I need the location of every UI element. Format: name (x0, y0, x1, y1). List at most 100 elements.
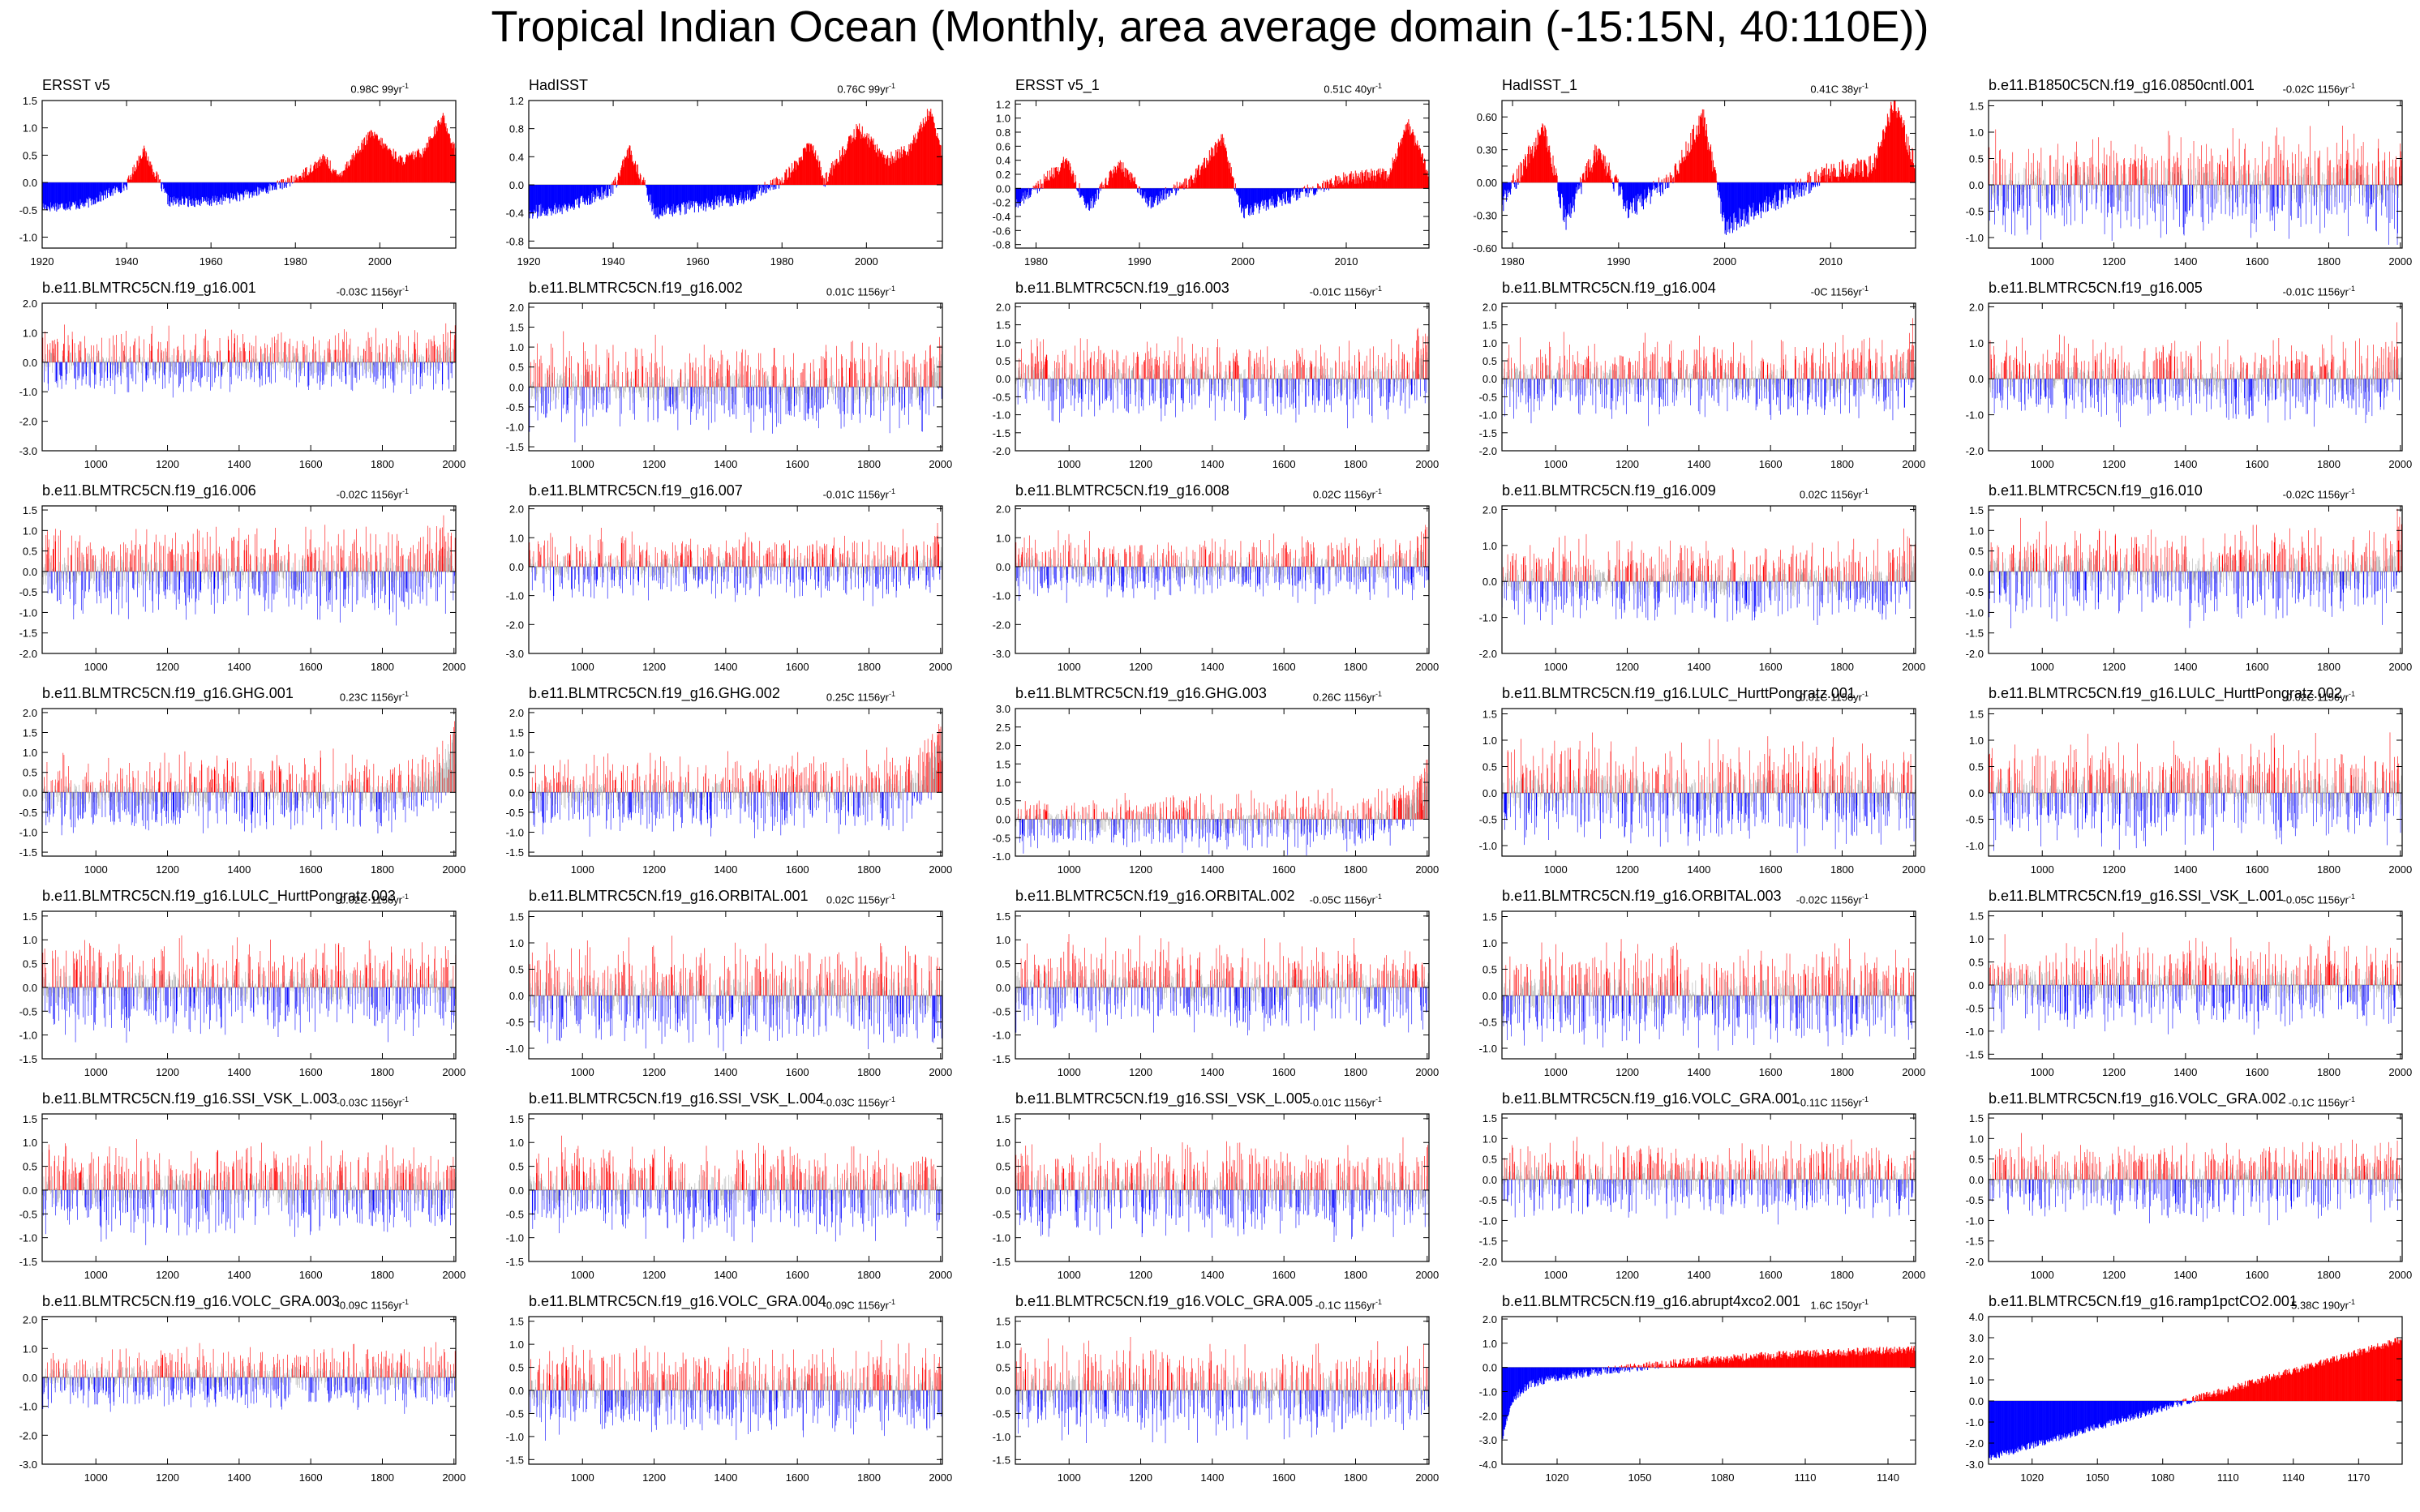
y-tick-label: 1.2 (996, 98, 1010, 110)
figure-title: Tropical Indian Ocean (Monthly, area ave… (0, 0, 2420, 54)
panel-trend-label: -0.03C 1156yr-1 (337, 282, 409, 298)
panel-trend-label: 0.41C 38yr-1 (1810, 79, 1869, 96)
y-tick-label: -0.6 (993, 225, 1010, 237)
y-tick-label: 0.4 (996, 155, 1010, 167)
y-tick-label: 1.0 (1969, 126, 1984, 139)
y-tick-label: -0.5 (1966, 206, 1984, 218)
x-tick-label: 1800 (2317, 255, 2341, 268)
x-tick-label: 1000 (84, 458, 108, 470)
y-tick-label: -0.8 (506, 235, 524, 247)
y-tick-label: 0.2 (996, 169, 1010, 181)
y-tick-label: 0.5 (1969, 153, 1984, 165)
trend-value: -0.03C 1156yr (337, 285, 402, 298)
chart-panel: -1.5 -1.0 -0.5 0.0 0.5 1.0 1.5 2.0 1000 1200 1400 1… (487, 279, 953, 476)
x-tick-label: 2000 (1231, 255, 1255, 268)
x-tick-label: 2000 (442, 458, 466, 470)
x-tick-label: 1990 (1607, 255, 1630, 268)
series-bars (41, 323, 457, 398)
x-tick-label: 1960 (686, 255, 710, 268)
panel-trend-label: 0.51C 40yr-1 (1324, 79, 1382, 96)
x-tick-label: 1940 (115, 255, 139, 268)
chart-svg: -3.0 -2.0 -1.0 0.0 1.0 2.0 1000 1200 1400 1600 180… (19, 298, 466, 470)
x-tick-label: 2000 (368, 255, 392, 268)
x-tick-label: 1920 (31, 255, 54, 268)
panel-title: HadISST_1 (1502, 76, 1577, 94)
chart-panel: -0.8 -0.6 -0.4 -0.2 0.0 0.2 0.4 0.6 0.8 1.0 1.2 198… (973, 76, 1430, 273)
y-tick-label: 0.0 (1969, 179, 1984, 191)
y-tick-label: 1.2 (509, 95, 524, 107)
chart-panel: -1.0 -0.5 0.0 0.5 1.0 1.5 1920 1940 1960 1980 2000… (0, 76, 457, 273)
y-tick-label: 0.0 (509, 179, 524, 191)
y-tick-label: -0.4 (506, 208, 524, 220)
trend-exponent: -1 (402, 82, 409, 90)
y-tick-label: 1.0 (23, 327, 37, 339)
x-tick-label: 2010 (1335, 255, 1358, 268)
panel-title: ERSST v5_1 (1015, 76, 1100, 94)
y-tick-label: 1.5 (23, 95, 37, 107)
x-tick-label: 1980 (770, 255, 794, 268)
chart-svg: -0.60 -0.30 0.00 0.30 0.60 1980 1990 2000 2010 (1473, 100, 1916, 268)
y-tick-label: 0.0 (23, 177, 37, 189)
y-tick-label: -0.8 (993, 239, 1010, 251)
x-tick-label: 1400 (2173, 255, 2197, 268)
y-tick-label: 0.60 (1477, 111, 1497, 123)
y-tick-label: 0.00 (1477, 177, 1497, 189)
x-tick-label: 1600 (299, 458, 323, 470)
y-tick-label: 1.5 (1969, 101, 1984, 113)
x-tick-label: 1800 (371, 458, 394, 470)
chart-svg: -1.0 -0.5 0.0 0.5 1.0 1.5 1000 1200 1400 1600 1800… (1966, 100, 2412, 268)
y-tick-label: -1.0 (19, 386, 37, 398)
y-tick-label: 0.8 (509, 123, 524, 135)
trend-value: 0.51C 40yr (1324, 83, 1375, 95)
x-tick-label: 1920 (517, 255, 541, 268)
y-tick-label: 1.0 (996, 113, 1010, 125)
trend-value: 0.98C 99yr (350, 83, 402, 95)
chart-panel: -0.60 -0.30 0.00 0.30 0.60 1980 1990 2000 2010 Ha… (1460, 76, 1916, 273)
y-tick-label: 0.0 (996, 182, 1010, 195)
x-tick-label: 1980 (1024, 255, 1048, 268)
x-tick-label: 1960 (200, 255, 223, 268)
y-tick-label: 1.0 (23, 122, 37, 135)
x-tick-label: 2010 (1819, 255, 1843, 268)
y-tick-label: -0.5 (19, 204, 37, 216)
plot-frame (1988, 100, 2403, 249)
trend-exponent: -1 (2349, 82, 2355, 90)
y-tick-label: -1.0 (1966, 232, 1984, 244)
x-tick-label: 1990 (1128, 255, 1152, 268)
x-tick-label: 2000 (2388, 255, 2412, 268)
chart-panel: -0.8 -0.4 0.0 0.4 0.8 1.2 1920 1940 1960 1980 2000… (487, 76, 943, 273)
y-tick-label: 0.5 (23, 149, 37, 161)
y-tick-label: 0.8 (996, 126, 1010, 139)
trend-exponent: -1 (889, 82, 895, 90)
x-tick-label: 2000 (855, 255, 878, 268)
x-tick-label: 1200 (2102, 255, 2126, 268)
series-bars (528, 109, 943, 220)
x-tick-label: 1940 (602, 255, 625, 268)
series-bars (1015, 119, 1430, 219)
x-tick-label: 1980 (284, 255, 307, 268)
y-tick-label: -1.0 (19, 232, 37, 244)
plot-frame (41, 302, 457, 452)
trend-value: 0.76C 99yr (837, 83, 889, 95)
y-tick-label: -0.2 (993, 197, 1010, 209)
y-tick-label: -0.60 (1473, 242, 1497, 255)
x-tick-label: 1980 (1501, 255, 1525, 268)
trend-value: -0.02C 1156yr (2283, 83, 2349, 95)
panel-title: ERSST v5 (42, 76, 110, 94)
chart-panel: -3.0 -2.0 -1.0 0.0 1.0 2.0 1000 1200 1400 1600 180… (0, 279, 466, 476)
y-tick-label: -2.0 (19, 416, 37, 428)
panel-trend-label: 0.98C 99yr-1 (350, 79, 409, 96)
plot-frame (41, 100, 457, 249)
x-tick-label: 1000 (2031, 255, 2054, 268)
panel-title: b.e11.BLMTRC5CN.f19_g16.001 (42, 279, 256, 297)
y-tick-label: 0.4 (509, 151, 524, 163)
x-tick-label: 2000 (1713, 255, 1736, 268)
x-tick-label: 1400 (227, 458, 251, 470)
trend-exponent: -1 (1862, 82, 1869, 90)
chart-svg: -0.8 -0.4 0.0 0.4 0.8 1.2 1920 1940 1960 1980 2000 (506, 95, 943, 268)
series-bars (1988, 125, 2403, 246)
plot-frame (1501, 100, 1916, 249)
y-tick-label: -0.30 (1473, 210, 1497, 222)
